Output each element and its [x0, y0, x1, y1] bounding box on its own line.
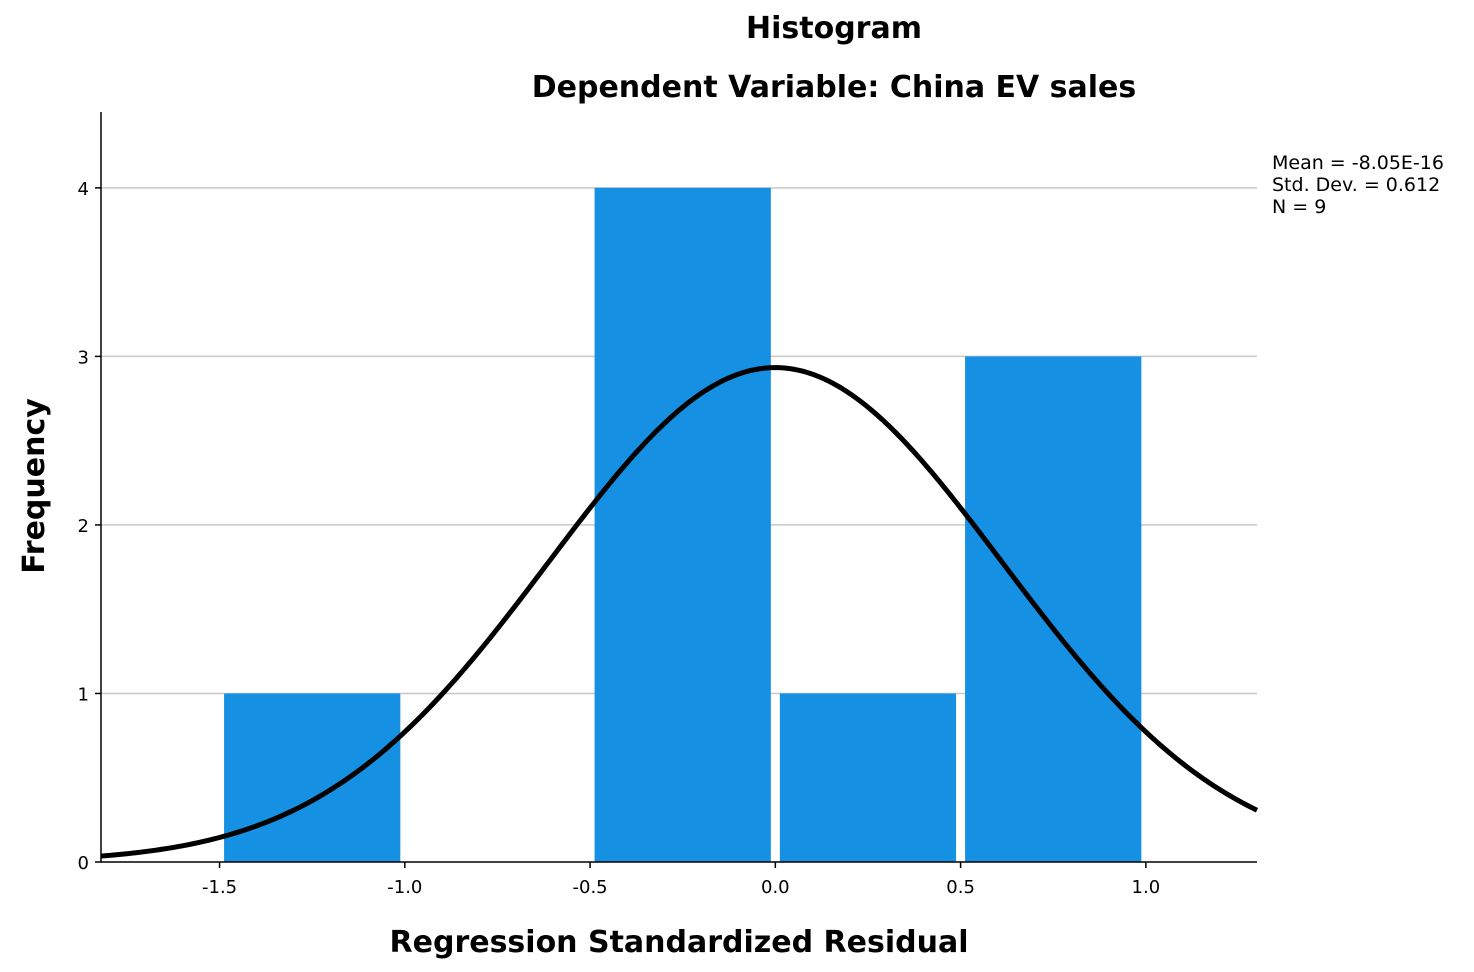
histogram-bars [224, 187, 1142, 862]
normal-curve [100, 365, 1259, 859]
x-axis-title: Regression Standardized Residual [390, 925, 969, 960]
chart-subtitle: Dependent Variable: China EV sales [532, 70, 1137, 105]
y-tick-label-4: 4 [78, 179, 89, 200]
histogram-bar-4 [965, 356, 1142, 862]
stats-box: Mean = -8.05E-16 Std. Dev. = 0.612 N = 9 [1272, 152, 1444, 218]
y-tick-label-0: 0 [78, 853, 89, 874]
stats-n: N = 9 [1272, 196, 1326, 218]
x-tick-label-2: -0.5 [573, 877, 608, 898]
normal-curve-layer [100, 365, 1259, 859]
tick-labels: 0 1 2 3 4 -1.5 -1.0 -0.5 0.0 0.5 1.0 [78, 179, 1161, 898]
histogram-bar-0 [224, 693, 401, 862]
x-tick-label-3: 0.0 [761, 877, 790, 898]
stats-mean: Mean = -8.05E-16 [1272, 152, 1444, 174]
x-tick-label-5: 1.0 [1132, 877, 1161, 898]
axes [100, 112, 1257, 863]
y-tick-label-2: 2 [78, 516, 89, 537]
x-tick-label-1: -1.0 [387, 877, 422, 898]
y-tick-label-3: 3 [78, 347, 89, 368]
x-tick-label-4: 0.5 [946, 877, 975, 898]
histogram-bar-3 [779, 693, 957, 862]
chart-title: Histogram [746, 11, 922, 46]
x-tick-label-0: -1.5 [202, 877, 237, 898]
y-axis-title: Frequency [17, 398, 52, 574]
y-tick-label-1: 1 [78, 684, 89, 705]
stats-std-dev: Std. Dev. = 0.612 [1272, 174, 1440, 196]
histogram-bar-2 [594, 187, 771, 862]
